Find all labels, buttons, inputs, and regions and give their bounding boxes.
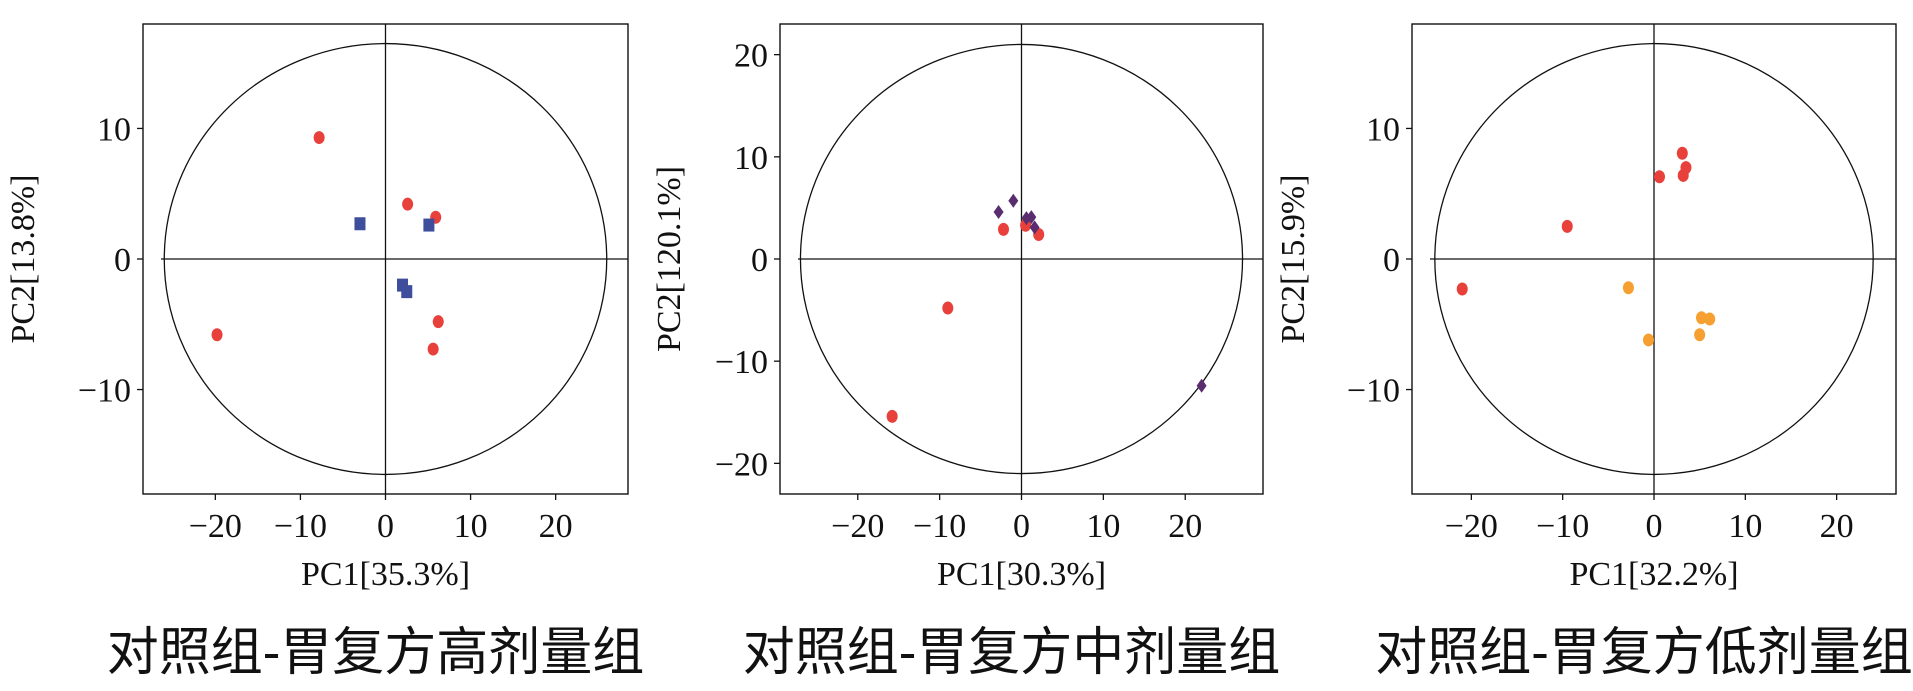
x-tick-label: −10 [274, 508, 327, 545]
x-tick-label: 10 [454, 508, 488, 545]
panel-caption: 对照组-胃复方低剂量组 [1375, 623, 1913, 683]
panel-caption: 对照组-胃复方中剂量组 [742, 623, 1281, 683]
data-point-circle [402, 197, 414, 211]
data-point-circle [432, 315, 444, 329]
y-tick-label: −10 [1347, 373, 1400, 410]
x-axis-label: PC1[32.2%] [1569, 556, 1738, 593]
x-tick-label: 20 [1820, 508, 1854, 545]
data-point-diamond [1008, 193, 1019, 208]
panel-caption: 对照组-胃复方高剂量组 [106, 623, 645, 683]
data-point-circle [1653, 170, 1665, 184]
x-tick-label: 20 [539, 508, 573, 545]
y-axis-label: PC2[15.9%] [1275, 174, 1312, 343]
y-tick-label: 0 [751, 242, 768, 279]
chart-panel-2: −20 −10 0 10 20 −20 −10 0 10 20 PC1[30.3%] PC2[120.… [651, 23, 1264, 593]
data-point-diamond [993, 205, 1004, 219]
data-point-circle [997, 222, 1009, 236]
y-axis-label: PC2[120.1%] [651, 166, 688, 352]
data-point-circle [1676, 146, 1688, 160]
y-tick-label: −20 [715, 446, 768, 483]
data-point-circle [1677, 168, 1689, 182]
y-tick-label: 0 [114, 242, 131, 279]
data-point-circle [1456, 282, 1468, 296]
x-axis-label: PC1[30.3%] [937, 556, 1106, 593]
y-tick-label: 10 [734, 140, 768, 177]
x-tick-label: 0 [1646, 508, 1663, 545]
x-tick-label: 0 [377, 508, 394, 545]
x-tick-label: −10 [913, 508, 966, 545]
data-point-circle [1704, 312, 1716, 326]
data-point-circle [886, 409, 898, 423]
y-tick-label: 0 [1383, 242, 1400, 279]
data-point-circle [1694, 328, 1706, 342]
data-point-circle [313, 131, 325, 145]
y-tick-label: 10 [1366, 111, 1400, 148]
y-tick-label: 20 [734, 38, 768, 75]
x-tick-label: −20 [831, 508, 884, 545]
x-tick-label: 10 [1086, 508, 1120, 545]
data-point-circle [427, 342, 439, 356]
data-point-diamond [1026, 210, 1037, 225]
y-tick-label: −10 [715, 344, 768, 381]
data-point-circle [1561, 219, 1573, 233]
y-axis-label: PC2[13.8%] [5, 174, 42, 343]
data-point-circle [211, 328, 223, 342]
x-tick-label: −10 [1536, 508, 1589, 545]
data-point-square [354, 217, 366, 231]
y-tick-label: −10 [78, 373, 131, 410]
x-tick-label: 10 [1728, 508, 1762, 545]
data-point-diamond [1196, 378, 1207, 393]
chart-panel-1: −20 −10 0 10 20 −10 0 10 PC1[35.3%] PC2[13.8%] [5, 23, 629, 593]
data-point-circle [1695, 311, 1707, 325]
x-tick-label: 0 [1013, 508, 1030, 545]
data-point-diamond [1029, 220, 1040, 235]
x-tick-label: −20 [1445, 508, 1498, 545]
data-point-circle [1622, 281, 1634, 295]
y-tick-label: 10 [97, 111, 131, 148]
data-point-circle [1643, 333, 1655, 347]
data-point-square [397, 278, 409, 292]
x-axis-label: PC1[35.3%] [301, 556, 470, 593]
data-point-circle [942, 301, 954, 315]
data-point-square [423, 218, 435, 232]
chart-panel-3: −20 −10 0 10 20 −10 0 10 PC1[32.2%] PC2[15.9%] [1275, 23, 1897, 593]
x-tick-label: −20 [189, 508, 242, 545]
x-tick-label: 20 [1168, 508, 1202, 545]
data-point-square [401, 285, 413, 299]
